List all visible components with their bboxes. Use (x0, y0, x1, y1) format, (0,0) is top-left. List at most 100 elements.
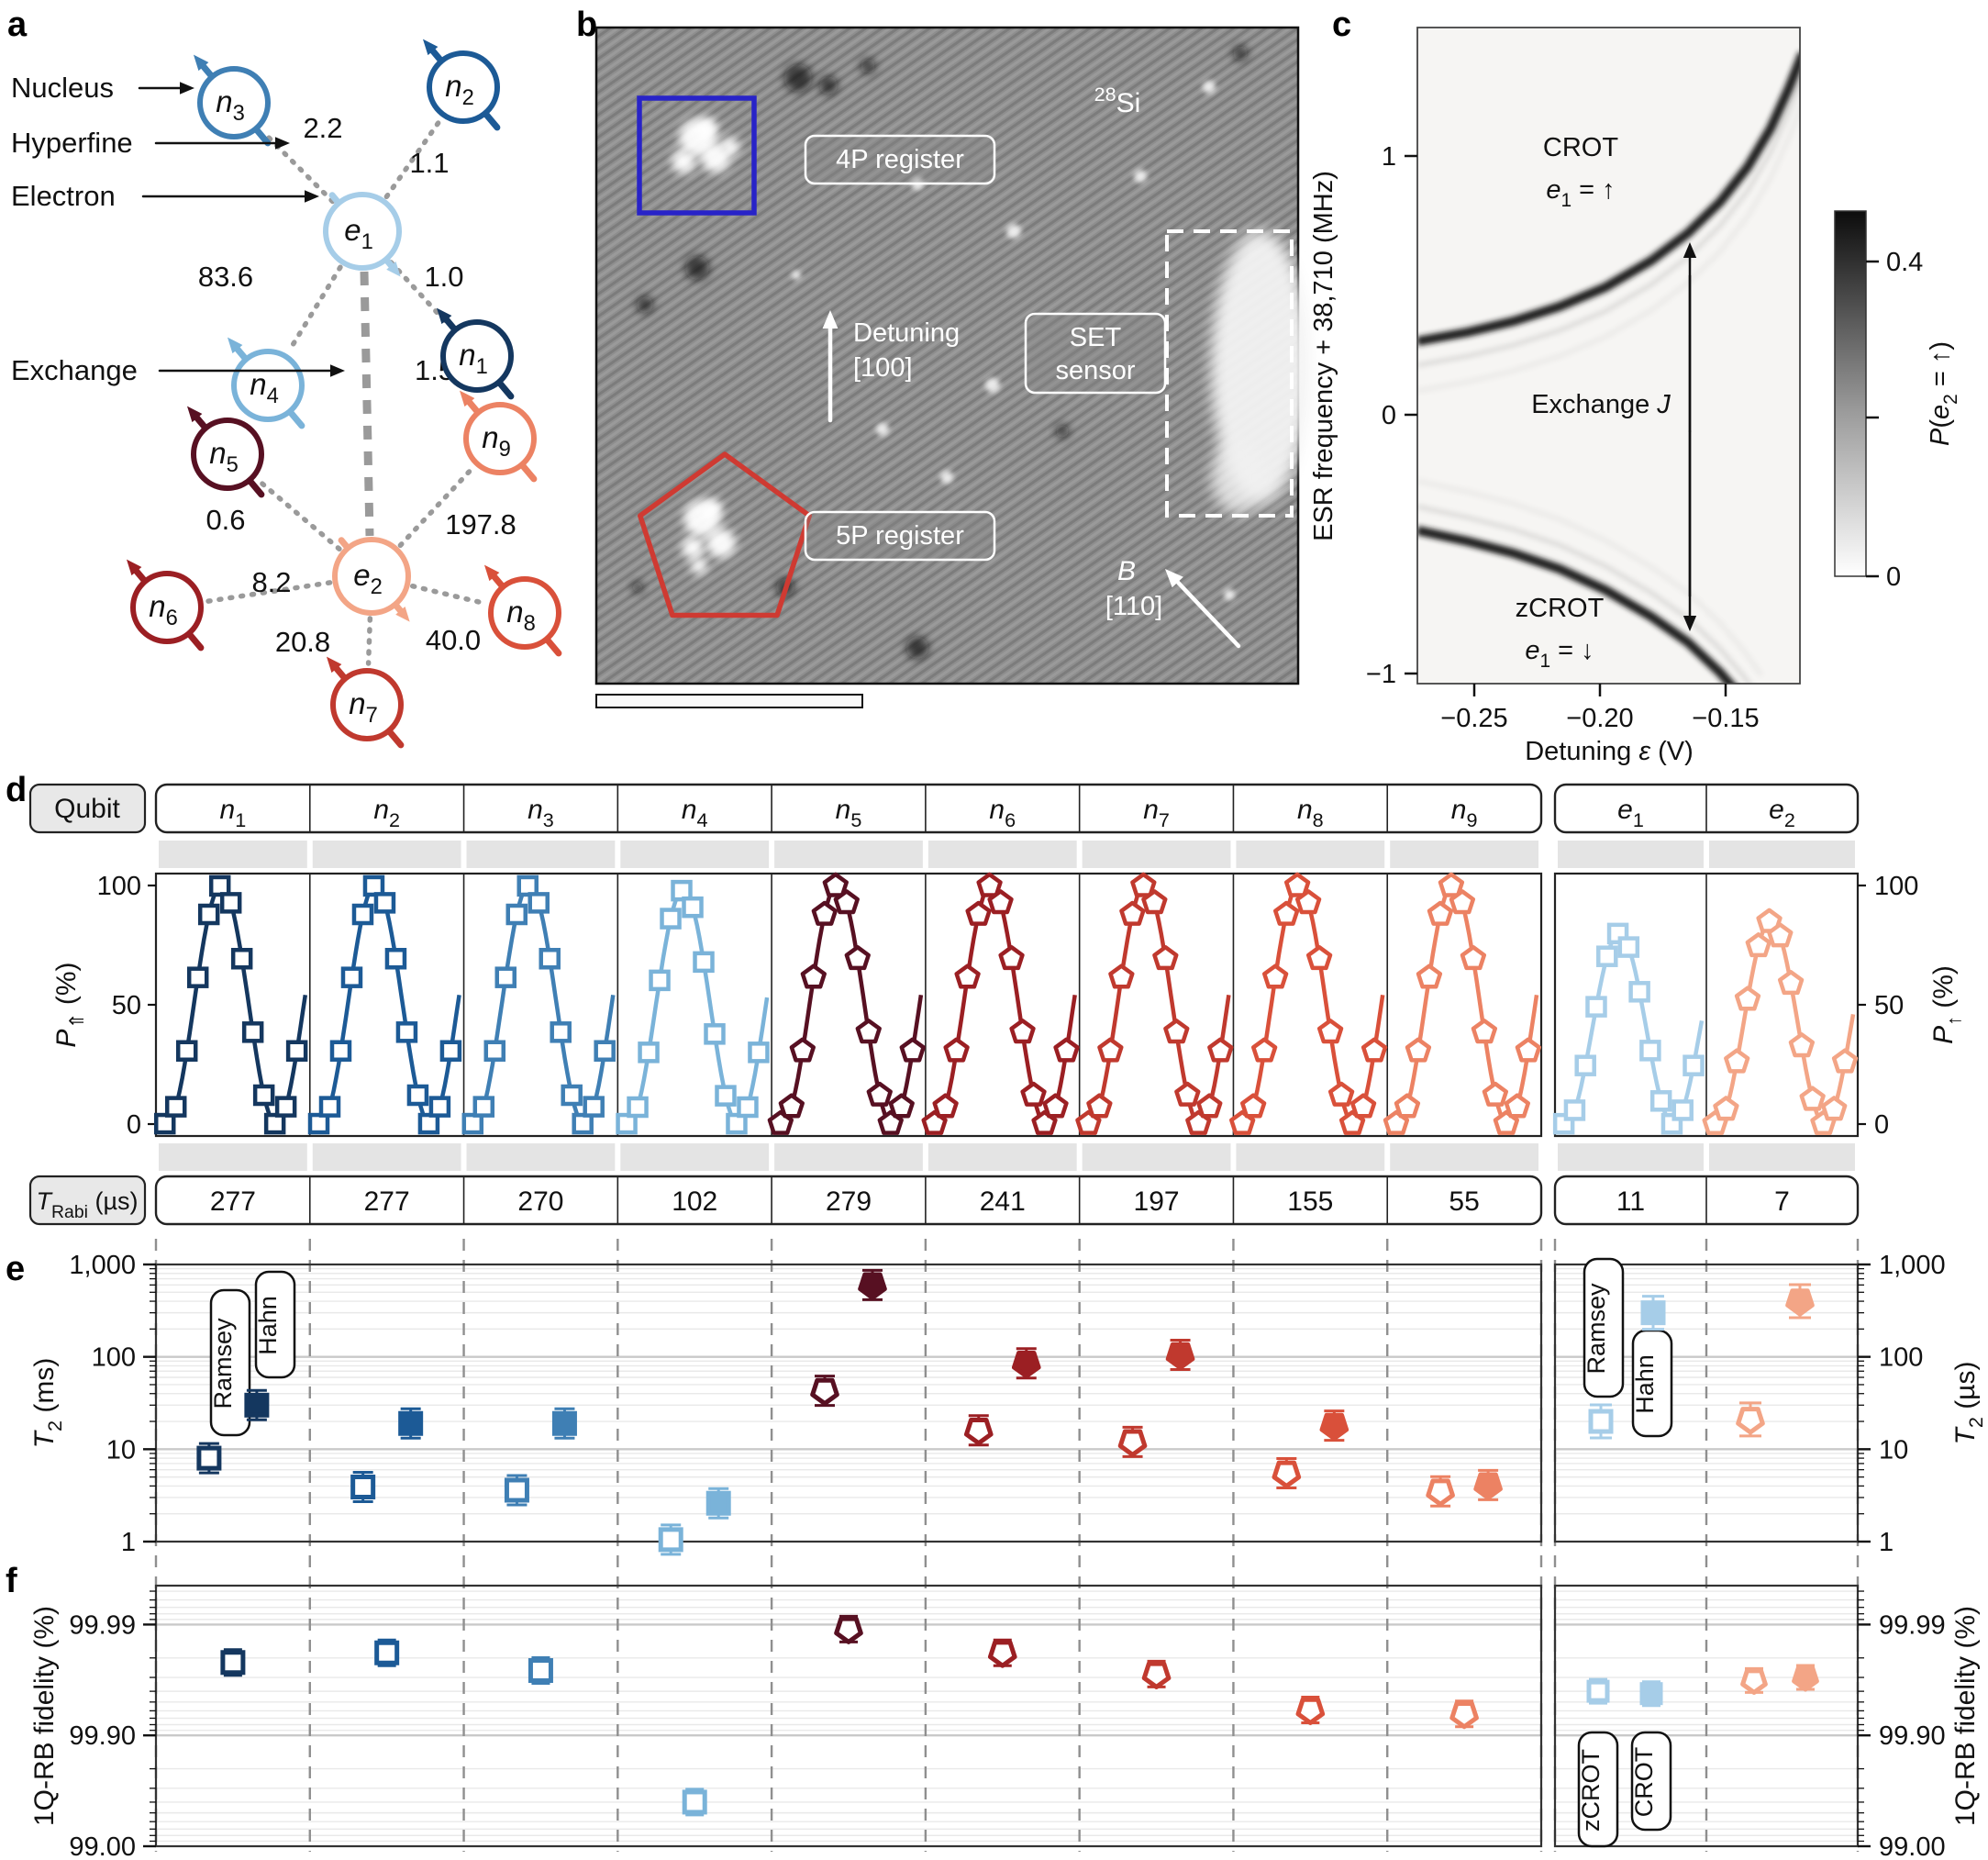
node-label: e2 (353, 558, 383, 599)
trabi-value-n4: 102 (672, 1186, 717, 1217)
pentagon-marker (998, 945, 1025, 971)
node-label: n4 (250, 367, 279, 408)
annotation-arrow (330, 364, 345, 377)
square-marker (1563, 1099, 1586, 1121)
crot-box (1630, 1731, 1672, 1832)
square-marker (715, 1085, 737, 1107)
pentagon-marker (1174, 1081, 1201, 1107)
rb-ytick-label-right: 99.00 (1879, 1832, 1946, 1860)
square-marker (1596, 945, 1618, 967)
trabi-header-label: TRabi (µs) (36, 1187, 138, 1222)
pentagon-marker (1734, 986, 1761, 1011)
hyperfine-bond (383, 118, 442, 200)
register-5p-cluster (682, 537, 704, 559)
square-marker (350, 1474, 376, 1499)
pentagon-marker (943, 1037, 970, 1063)
pentagon-marker (976, 872, 1003, 897)
grey-strip (1236, 1143, 1385, 1171)
pentagon-marker (1011, 1350, 1041, 1379)
square-marker (616, 1112, 638, 1135)
grey-strip (774, 1143, 923, 1171)
rb-marker-n3 (528, 1656, 553, 1686)
square-marker (658, 1527, 683, 1553)
pentagon-marker (1349, 1093, 1377, 1119)
pentagon-marker (1449, 1700, 1479, 1730)
coupling-value: 2.2 (303, 112, 342, 144)
grey-strip (1236, 841, 1385, 868)
rb-box-frame (1553, 1584, 1860, 1848)
spin-arrow (386, 262, 401, 277)
spin-arrow (466, 399, 482, 416)
square-marker (197, 903, 220, 926)
pentagon-marker (1831, 1048, 1859, 1074)
pentagon-marker (1262, 963, 1289, 989)
pentagon-marker (800, 963, 827, 989)
dark-defect (861, 59, 875, 73)
spin-tail (543, 636, 562, 657)
rb-markers-e2 (1740, 1664, 1819, 1695)
label-crot: CROT (1543, 133, 1618, 162)
coupling-value: 197.8 (445, 508, 516, 540)
node-label: n7 (349, 686, 378, 728)
label-zcrot-state: e1 = ↓ (1525, 636, 1594, 672)
node-circle (130, 571, 204, 644)
rabi-ytick-label-right: 0 (1874, 1110, 1889, 1140)
grey-strip (312, 841, 461, 868)
grey-strip (927, 1143, 1077, 1171)
grey-strip (159, 1143, 307, 1171)
annotation-hyperfine: Hyperfine (11, 127, 133, 159)
square-marker (682, 1789, 707, 1815)
spin-node-n5: n5 (186, 406, 265, 498)
grey-strip (466, 1143, 616, 1171)
register-4p-cluster (672, 150, 695, 173)
square-marker (307, 1112, 330, 1135)
cbar-tick-label: 0 (1886, 562, 1901, 592)
node-circle (197, 66, 271, 139)
pentagon-marker (1141, 889, 1168, 915)
rb-marker-n2 (374, 1638, 400, 1667)
pentagon-marker (1294, 889, 1322, 915)
square-marker (252, 1084, 275, 1107)
rabi-ytick-label-right: 100 (1874, 872, 1918, 901)
spin-arrow (193, 54, 209, 72)
esr-xtick-label: −0.25 (1440, 704, 1507, 733)
square-marker (594, 1040, 616, 1062)
exchange-arrow-up (1683, 242, 1697, 258)
coupling-value: 1.0 (424, 261, 463, 293)
qubit-label-n3: n3 (528, 795, 554, 831)
square-marker (627, 1096, 649, 1119)
grey-strip (1082, 841, 1231, 868)
pentagon-marker (1515, 1037, 1541, 1063)
panel-c-esr: CROT e1 = ↑ Exchange J zCROT e1 = ↓ 1 0 −1 −0.25… (1309, 27, 1961, 766)
square-marker (395, 1021, 418, 1043)
spin-tail (185, 630, 205, 652)
bright-dot (1224, 589, 1235, 600)
label-detuning: Detuning (853, 318, 960, 348)
square-marker (230, 948, 253, 970)
square-marker (398, 1410, 424, 1436)
qubit-label-n7: n7 (1143, 795, 1170, 831)
panels-e-f: 1,000 1,000 100 100 10 10 1 1 T2 (ms) T2 (µs) 99.9… (29, 1239, 1987, 1860)
t2-ytick-label: 1,000 (69, 1251, 136, 1280)
trabi-value-n8: 155 (1287, 1186, 1333, 1217)
bright-dot (792, 271, 801, 280)
square-marker (693, 951, 715, 974)
colorbar (1834, 210, 1867, 577)
pentagon-marker (1020, 1081, 1047, 1107)
detuning-arrow (822, 310, 839, 329)
pentagon-marker (932, 1093, 959, 1119)
stm-features (632, 46, 1310, 659)
pentagon-marker (1724, 1048, 1750, 1074)
square-marker (362, 874, 385, 897)
node-label: e1 (344, 213, 373, 254)
square-marker (561, 1084, 583, 1107)
square-marker (649, 969, 671, 992)
panel-label-a: a (7, 6, 28, 44)
square-marker (550, 1021, 572, 1043)
rb-ytick-label-right: 99.99 (1879, 1610, 1946, 1640)
qubit-label-n4: n4 (682, 795, 708, 831)
grey-strip (620, 841, 770, 868)
rb-marker-n7 (1141, 1659, 1172, 1689)
pentagon-marker (1141, 1661, 1172, 1689)
